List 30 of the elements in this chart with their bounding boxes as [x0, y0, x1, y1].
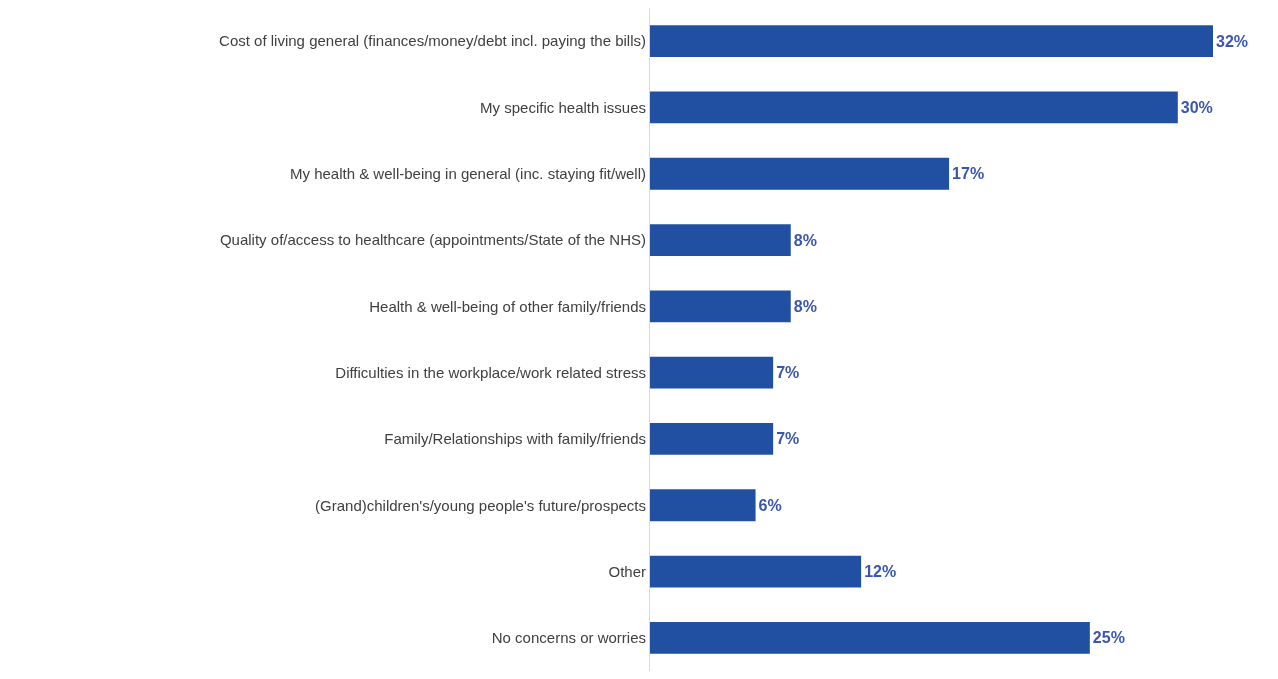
- data-label: 12%: [864, 563, 897, 581]
- bar: [650, 621, 1090, 654]
- bar: [650, 25, 1213, 58]
- data-label: 32%: [1216, 32, 1249, 50]
- data-label: 8%: [793, 297, 817, 315]
- bar: [650, 423, 774, 455]
- bar: [650, 224, 791, 256]
- data-label: 25%: [1092, 629, 1125, 647]
- data-label: 8%: [793, 231, 817, 249]
- y-tick-label: My specific health issues: [480, 98, 646, 116]
- data-label: 30%: [1180, 98, 1213, 116]
- data-label: 17%: [952, 165, 985, 183]
- bar: [650, 290, 791, 323]
- y-tick-label: Health & well-being of other family/friends: [369, 297, 646, 315]
- y-tick-label: Family/Relationships with family/friends: [384, 430, 646, 448]
- y-tick-label: Difficulties in the workplace/work related stress: [335, 363, 646, 381]
- bar: [650, 356, 774, 389]
- y-tick-label: No concerns or worries: [491, 629, 646, 647]
- data-label: 7%: [776, 430, 800, 448]
- y-tick-label: Other: [608, 562, 646, 580]
- y-tick-label: Cost of living general (finances/money/debt incl. paying the bills): [219, 32, 646, 50]
- data-label: 6%: [758, 496, 782, 514]
- bar: [650, 555, 862, 588]
- data-label: 7%: [776, 364, 800, 382]
- y-tick-label: Quality of/access to healthcare (appointments/State of the NHS): [219, 231, 646, 249]
- bar: [650, 489, 756, 522]
- y-tick-label: My health & well-being in general (inc. staying fit/well): [290, 165, 646, 182]
- y-tick-label: (Grand)children's/young people's future/prospects: [315, 496, 646, 514]
- bar: [650, 157, 950, 190]
- bar: [650, 91, 1178, 124]
